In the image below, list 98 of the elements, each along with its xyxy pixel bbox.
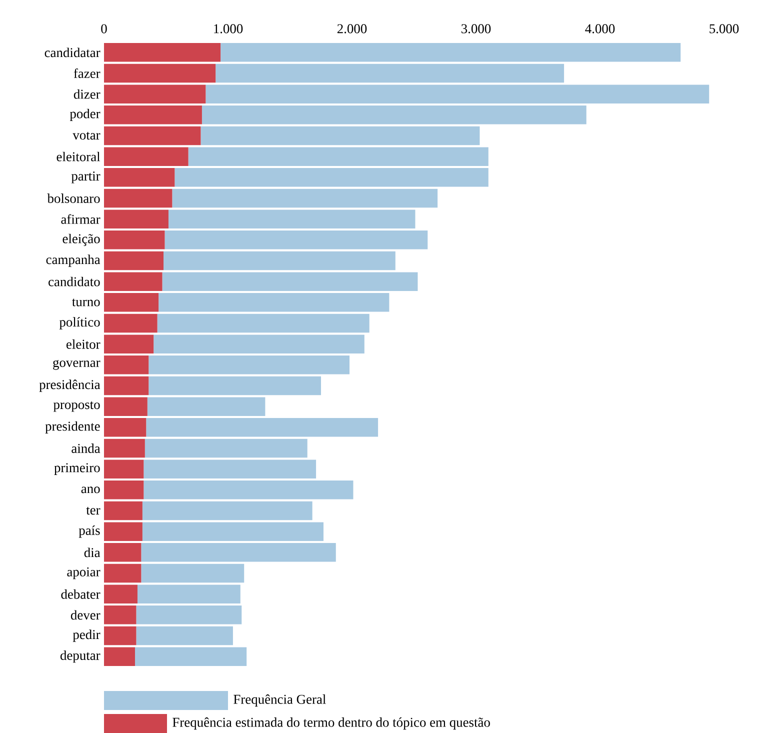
- bar: [142, 522, 324, 541]
- y-tick-label: governar: [53, 360, 100, 370]
- bar: [157, 314, 370, 333]
- bar: [104, 272, 162, 291]
- bar: [104, 84, 206, 104]
- y-tick-label: candidatar: [44, 48, 100, 58]
- bar: [104, 460, 144, 478]
- bar: [104, 334, 154, 354]
- bar: [104, 210, 168, 228]
- bar: [104, 606, 136, 624]
- bar: [144, 480, 354, 500]
- y-tick-label: político: [59, 317, 100, 330]
- bar: [104, 314, 158, 333]
- bar: [154, 334, 364, 354]
- bar: [104, 376, 149, 396]
- bar: [104, 43, 221, 62]
- x-tick-label: 2.000: [337, 24, 367, 34]
- x-tick-label: 4.000: [585, 24, 615, 34]
- y-tick-label: partir: [71, 172, 100, 184]
- legend-label: Frequência estimada do termo dentro do tópico em questão: [172, 717, 490, 730]
- y-tick-label: ainda: [72, 444, 100, 453]
- y-tick-label: apoiar: [67, 567, 100, 580]
- bar: [104, 251, 164, 270]
- bar: [206, 84, 710, 104]
- bar: [104, 543, 142, 562]
- text: Frequência Geral: [234, 694, 326, 707]
- bar: [148, 376, 322, 396]
- bar: [104, 564, 142, 583]
- bar: [104, 168, 175, 187]
- bar: [144, 438, 308, 458]
- bar: [135, 647, 247, 666]
- bar: [104, 188, 172, 208]
- y-tick-label: dizer: [74, 89, 100, 99]
- bar: [104, 626, 136, 646]
- x-tick-label: 5.000: [710, 24, 739, 34]
- bar: [136, 606, 242, 624]
- x-tick-label: 1.000: [214, 24, 243, 34]
- x-tick-label: 0: [101, 24, 107, 34]
- y-tick-label: campanha: [46, 254, 100, 267]
- bar: [137, 584, 240, 604]
- y-tick-label: ter: [86, 506, 100, 515]
- y-tick-label: presidência: [39, 380, 100, 392]
- bar: [104, 293, 159, 312]
- y-tick-label: fazer: [74, 68, 100, 78]
- y-tick-label: eleição: [62, 234, 100, 246]
- bar: [104, 522, 142, 541]
- y-tick-label: primeiro: [54, 463, 100, 475]
- bar: [144, 460, 316, 478]
- bar: [136, 626, 233, 646]
- bar: [104, 64, 216, 83]
- y-tick-label: afirmar: [61, 214, 100, 224]
- bar: [104, 501, 142, 520]
- bar: [104, 584, 138, 604]
- bar: [104, 106, 202, 124]
- x-tick-label: 3.000: [462, 24, 491, 34]
- y-tick-label: deputar: [60, 650, 100, 663]
- bar: [147, 397, 266, 416]
- bar: [104, 647, 135, 666]
- bar: [220, 43, 681, 62]
- bar: [200, 126, 480, 146]
- bar: [158, 293, 390, 312]
- y-tick-label: proposto: [53, 401, 100, 412]
- bar: [172, 188, 438, 208]
- bar: [104, 480, 144, 500]
- y-tick-label: poder: [70, 108, 100, 122]
- bar: [216, 64, 564, 83]
- bar: [104, 230, 165, 250]
- y-tick-label: dever: [70, 610, 100, 620]
- y-tick-label: eleitoral: [56, 152, 100, 162]
- bar: [142, 501, 312, 520]
- y-tick-label: país: [78, 525, 100, 538]
- bar: [104, 438, 145, 458]
- bar: [148, 356, 350, 374]
- y-tick-label: candidato: [48, 276, 100, 286]
- bar: [174, 168, 488, 187]
- y-tick-label: presidente: [45, 421, 100, 434]
- y-tick-label: pedir: [72, 630, 100, 642]
- bar: [141, 543, 336, 562]
- bar: [162, 272, 418, 291]
- bar: [146, 418, 378, 437]
- bar: [164, 251, 396, 270]
- y-tick-label: turno: [72, 298, 100, 306]
- y-tick-label: dia: [84, 548, 100, 558]
- bar: [188, 147, 488, 166]
- y-tick-label: ano: [81, 486, 100, 494]
- y-tick-label: debater: [61, 589, 100, 599]
- bar: [168, 210, 416, 228]
- bar: [104, 397, 148, 416]
- bar: [141, 564, 244, 583]
- bar: [104, 418, 146, 437]
- bar: [104, 147, 188, 166]
- bar: [164, 230, 428, 250]
- y-tick-label: eleitor: [66, 339, 100, 349]
- bar: [104, 126, 201, 146]
- y-tick-label: votar: [72, 132, 100, 140]
- y-tick-label: bolsonaro: [47, 194, 100, 203]
- bar: [202, 106, 586, 124]
- bar: [104, 356, 149, 374]
